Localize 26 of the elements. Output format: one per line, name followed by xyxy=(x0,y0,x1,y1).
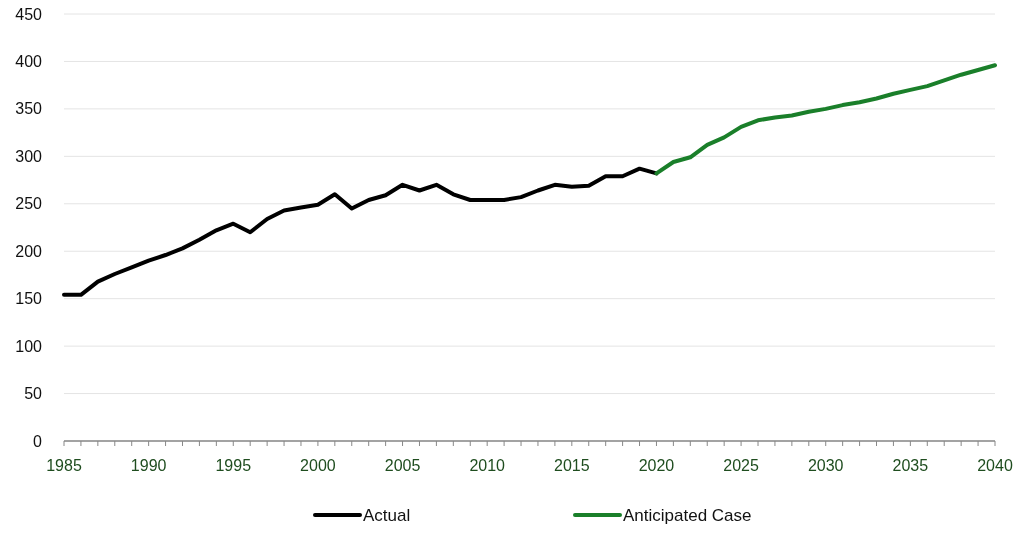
y-tick-label: 350 xyxy=(15,100,43,118)
x-tick-label: 2040 xyxy=(977,457,1013,474)
x-tick-label: 2030 xyxy=(807,457,844,474)
x-tick-label: 2015 xyxy=(554,457,590,474)
y-tick-label: 100 xyxy=(15,337,43,355)
y-tick-label: 200 xyxy=(15,242,43,260)
x-tick-label: 1990 xyxy=(130,457,167,474)
x-tick-label: 2020 xyxy=(638,457,675,474)
x-tick-label: 2010 xyxy=(469,457,506,474)
x-tick-label: 2025 xyxy=(723,457,759,474)
line-series xyxy=(654,63,997,176)
x-tick-label: 2000 xyxy=(300,457,336,474)
y-tick-label: 50 xyxy=(24,385,43,403)
y-tick-label: 250 xyxy=(15,195,43,213)
y-tick-label: 150 xyxy=(15,290,43,308)
x-tick-label: 2035 xyxy=(892,457,929,474)
y-tick-label: 0 xyxy=(33,432,43,450)
y-tick-label: 400 xyxy=(15,53,43,71)
x-tick-label: 1985 xyxy=(46,457,82,474)
x-tick-label: 2005 xyxy=(384,457,421,474)
y-tick-label: 300 xyxy=(15,147,43,165)
x-tick-label: 1995 xyxy=(215,457,252,474)
y-tick-label: 450 xyxy=(15,5,43,23)
legend-label: Actual xyxy=(363,506,411,525)
legend-label: Anticipated Case xyxy=(623,506,752,525)
line-series xyxy=(62,166,659,297)
